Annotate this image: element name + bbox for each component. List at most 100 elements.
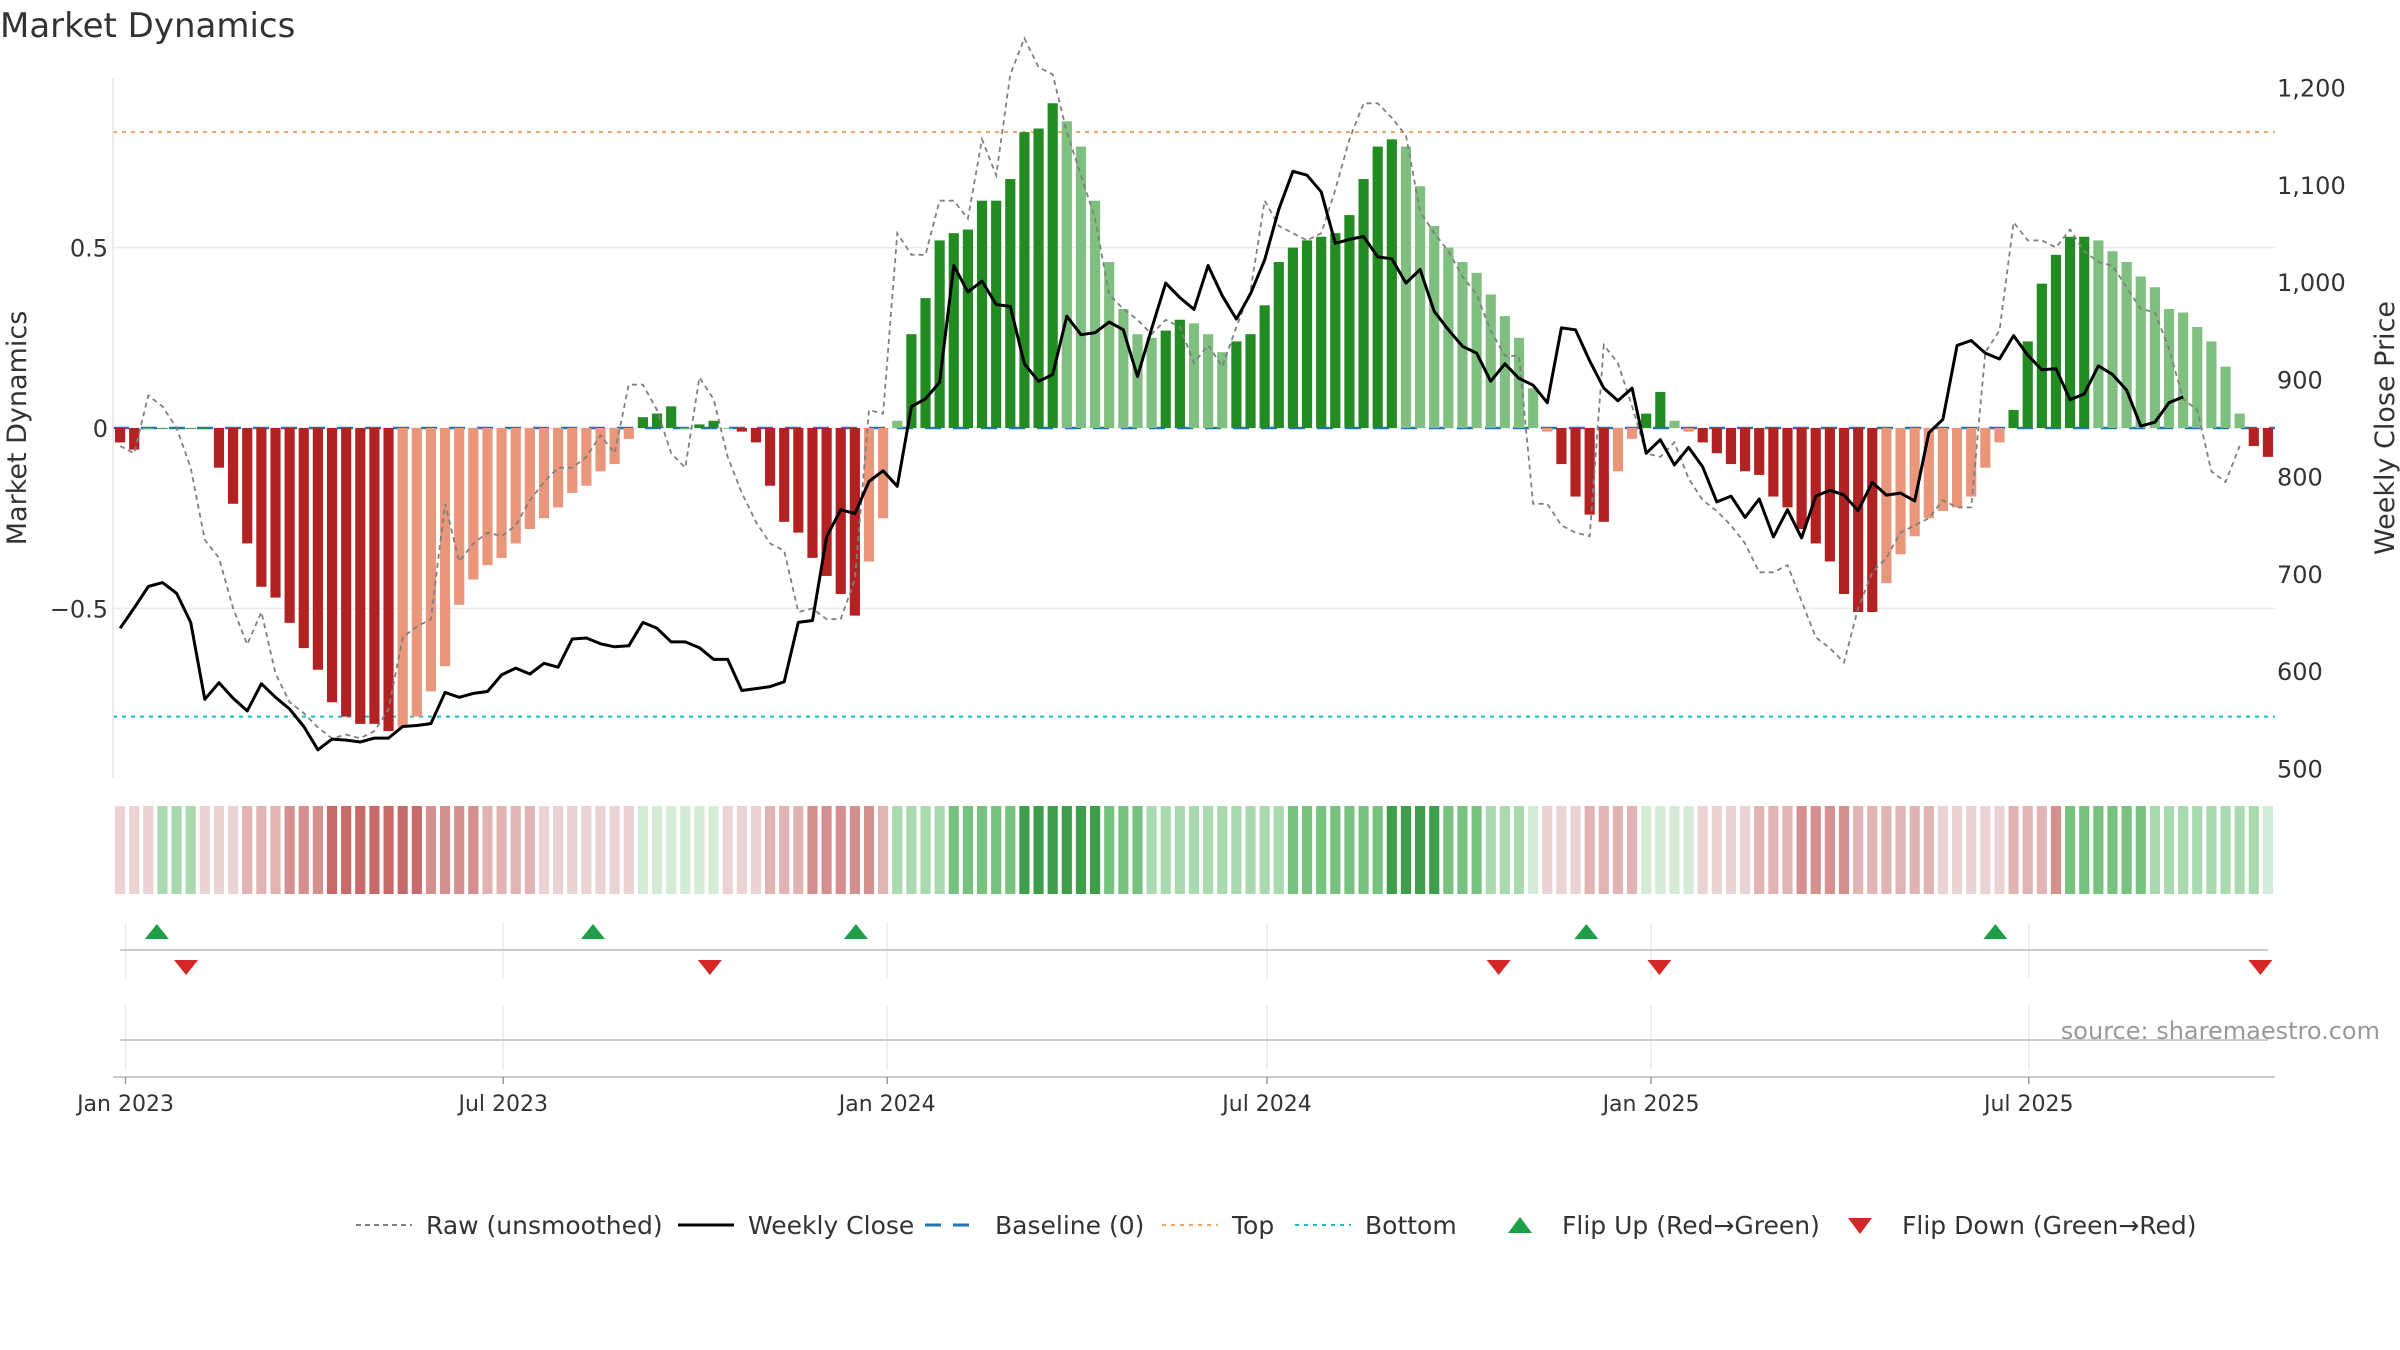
regime-cell	[2050, 806, 2062, 894]
empty-panel-grid	[124, 1005, 2030, 1070]
dynamics-bar	[439, 428, 451, 667]
legend-label: Weekly Close	[748, 1211, 914, 1240]
regime-cell	[1485, 806, 1496, 894]
regime-cell	[1245, 806, 1256, 894]
dynamics-bar	[185, 428, 196, 429]
dynamics-bar	[736, 428, 747, 432]
dynamics-bar	[1824, 428, 1835, 562]
dynamics-bar	[892, 420, 903, 428]
dynamics-bar	[326, 428, 338, 703]
dynamics-bar	[1259, 305, 1270, 428]
dynamics-bar	[1980, 428, 1991, 468]
dynamics-bar	[1598, 428, 1609, 522]
regime-cell	[1598, 806, 1609, 894]
dynamics-bar	[1499, 316, 1510, 428]
regime-cell	[623, 806, 634, 894]
dynamics-bar	[1188, 323, 1200, 428]
regime-cell	[496, 806, 507, 894]
dynamics-bar	[750, 428, 762, 443]
regime-cell	[213, 806, 225, 894]
dynamics-bar	[1217, 352, 1228, 428]
regime-cell	[1301, 806, 1313, 894]
flip-down-marker	[1647, 960, 1672, 975]
dynamics-bar	[2192, 326, 2203, 428]
regime-cell	[1287, 806, 1299, 894]
dynamics-bar	[1626, 428, 1638, 439]
regime-cell	[1231, 806, 1242, 894]
dynamics-bar	[355, 428, 366, 724]
regime-cell	[1570, 806, 1581, 894]
dynamics-bar	[1316, 236, 1327, 428]
regime-cell	[1669, 806, 1680, 894]
dynamics-bar	[2036, 283, 2047, 428]
regime-cell	[2163, 806, 2175, 894]
dynamics-bars	[114, 103, 2274, 732]
dynamics-bar	[1273, 262, 1284, 428]
weekly-close-line	[118, 169, 2184, 752]
legend-label: Raw (unsmoothed)	[426, 1211, 663, 1240]
regime-cell	[425, 806, 437, 894]
dynamics-bar	[1075, 146, 1087, 428]
regime-cell	[538, 806, 550, 894]
regime-cell	[2135, 806, 2146, 894]
regime-cell	[1824, 806, 1835, 894]
dynamics-bar	[553, 428, 564, 508]
regime-cell	[694, 806, 705, 894]
dynamics-bar	[1725, 428, 1737, 465]
regime-cell	[651, 806, 663, 894]
flip-up-marker	[580, 924, 605, 939]
regime-cell	[284, 806, 295, 894]
dynamics-bar	[1372, 146, 1383, 428]
regime-cell	[1951, 806, 1963, 894]
x-tick-label: Jul 2024	[1220, 1092, 1312, 1117]
regime-cell	[2248, 806, 2259, 894]
dynamics-bar	[962, 229, 973, 428]
dynamics-bar	[976, 200, 988, 428]
regime-cell	[764, 806, 776, 894]
dynamics-bar	[807, 428, 818, 558]
regime-cell	[1118, 806, 1129, 894]
regime-cell	[2234, 806, 2245, 894]
dynamics-bar	[114, 428, 126, 443]
regime-cell	[1612, 806, 1624, 894]
dynamics-bar	[298, 428, 309, 649]
dynamics-bar	[1740, 428, 1751, 472]
regime-cell	[1711, 806, 1722, 894]
dynamics-bar	[1061, 121, 1072, 429]
regime-cell	[1838, 806, 1850, 894]
dynamics-bar	[1528, 388, 1539, 428]
dynamics-bar	[2022, 341, 2033, 428]
dynamics-bar	[1485, 294, 1496, 428]
dynamics-bar	[878, 428, 889, 519]
legend-label: Flip Down (Green→Red)	[1902, 1211, 2197, 1240]
regime-cell	[976, 806, 988, 894]
dynamics-bar	[2107, 251, 2118, 428]
regime-cell	[553, 806, 564, 894]
regime-cell	[383, 806, 394, 894]
regime-cell	[906, 806, 917, 894]
dynamics-bar	[934, 240, 945, 428]
right-axis-label: Weekly Close Price	[2370, 301, 2400, 555]
regime-cell	[1104, 806, 1115, 894]
regime-cell	[1061, 806, 1072, 894]
dynamics-bar	[1584, 428, 1595, 515]
dynamics-bar	[1231, 341, 1242, 428]
dynamics-bar	[609, 428, 620, 465]
dynamics-bar	[948, 233, 959, 428]
regime-cell	[821, 806, 832, 894]
dynamics-bar	[991, 200, 1002, 428]
dynamics-bar	[1895, 428, 1906, 555]
dynamics-bar	[680, 428, 691, 429]
dynamics-bar	[779, 428, 790, 522]
regime-cell	[2178, 806, 2189, 894]
regime-cell	[1909, 806, 1920, 894]
dynamics-bar	[270, 428, 281, 598]
dynamics-bar	[595, 428, 606, 472]
dynamics-bar	[383, 428, 394, 732]
regime-cell	[878, 806, 889, 894]
regime-cell	[341, 806, 352, 894]
dynamics-bar	[1768, 428, 1779, 497]
dynamics-bar	[129, 428, 140, 450]
regime-cell	[2022, 806, 2033, 894]
